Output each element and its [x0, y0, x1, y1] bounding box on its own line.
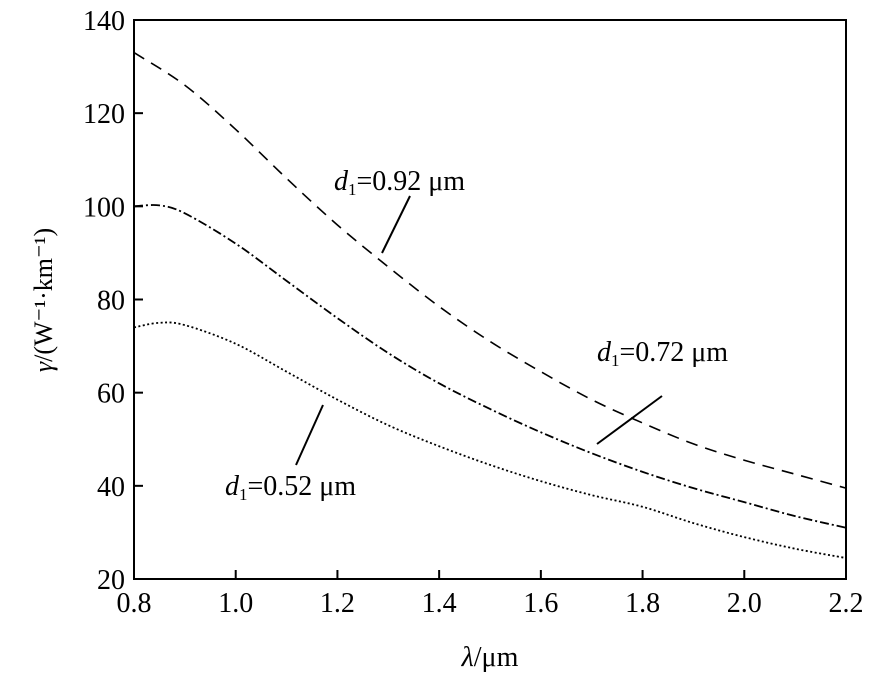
annotation-label-d1-072: d1=0.72 μm [597, 337, 728, 370]
annotation-label-d1-092: d1=0.92 μm [334, 166, 465, 199]
y-axis-symbol: γ [29, 361, 58, 372]
y-tick-label: 40 [97, 472, 125, 503]
y-tick-label: 60 [97, 379, 125, 410]
annotation-leader-d1-092 [381, 195, 411, 254]
series-line-1 [133, 204, 847, 529]
y-tick-label: 140 [83, 6, 125, 37]
x-tick-label: 1.8 [625, 588, 660, 619]
x-tick-label: 2.0 [727, 588, 762, 619]
x-tick-label: 1.0 [218, 588, 253, 619]
series-line-2 [133, 321, 847, 559]
annotation-leader-d1-052 [295, 404, 324, 466]
x-tick-label: 1.4 [422, 588, 457, 619]
x-axis-title: λ/μm [461, 642, 519, 673]
y-tick-label: 80 [97, 286, 125, 317]
series-lines [133, 51, 847, 559]
x-tick-label: 0.8 [117, 588, 152, 619]
y-tick-label: 20 [97, 565, 125, 596]
y-axis-title: γ/(W⁻¹·km⁻¹) [29, 228, 58, 372]
x-axis-unit: /μm [474, 642, 519, 673]
x-tick-label: 1.2 [320, 588, 355, 619]
x-axis-ticks: 0.8 1.0 1.2 1.4 1.6 1.8 2.0 2.2 [117, 570, 864, 619]
y-tick-label: 100 [83, 192, 125, 223]
series-line-0 [133, 51, 847, 489]
x-axis-symbol: λ [461, 642, 474, 673]
annotation-leader-d1-072 [596, 395, 663, 445]
y-axis-ticks: 20 40 60 80 100 120 140 [83, 6, 143, 596]
y-tick-label: 120 [83, 99, 125, 130]
annotation-label-d1-052: d1=0.52 μm [225, 471, 356, 504]
y-axis-unit: /(W⁻¹·km⁻¹) [29, 228, 58, 362]
x-tick-label: 2.2 [829, 588, 864, 619]
x-tick-label: 1.6 [523, 588, 558, 619]
